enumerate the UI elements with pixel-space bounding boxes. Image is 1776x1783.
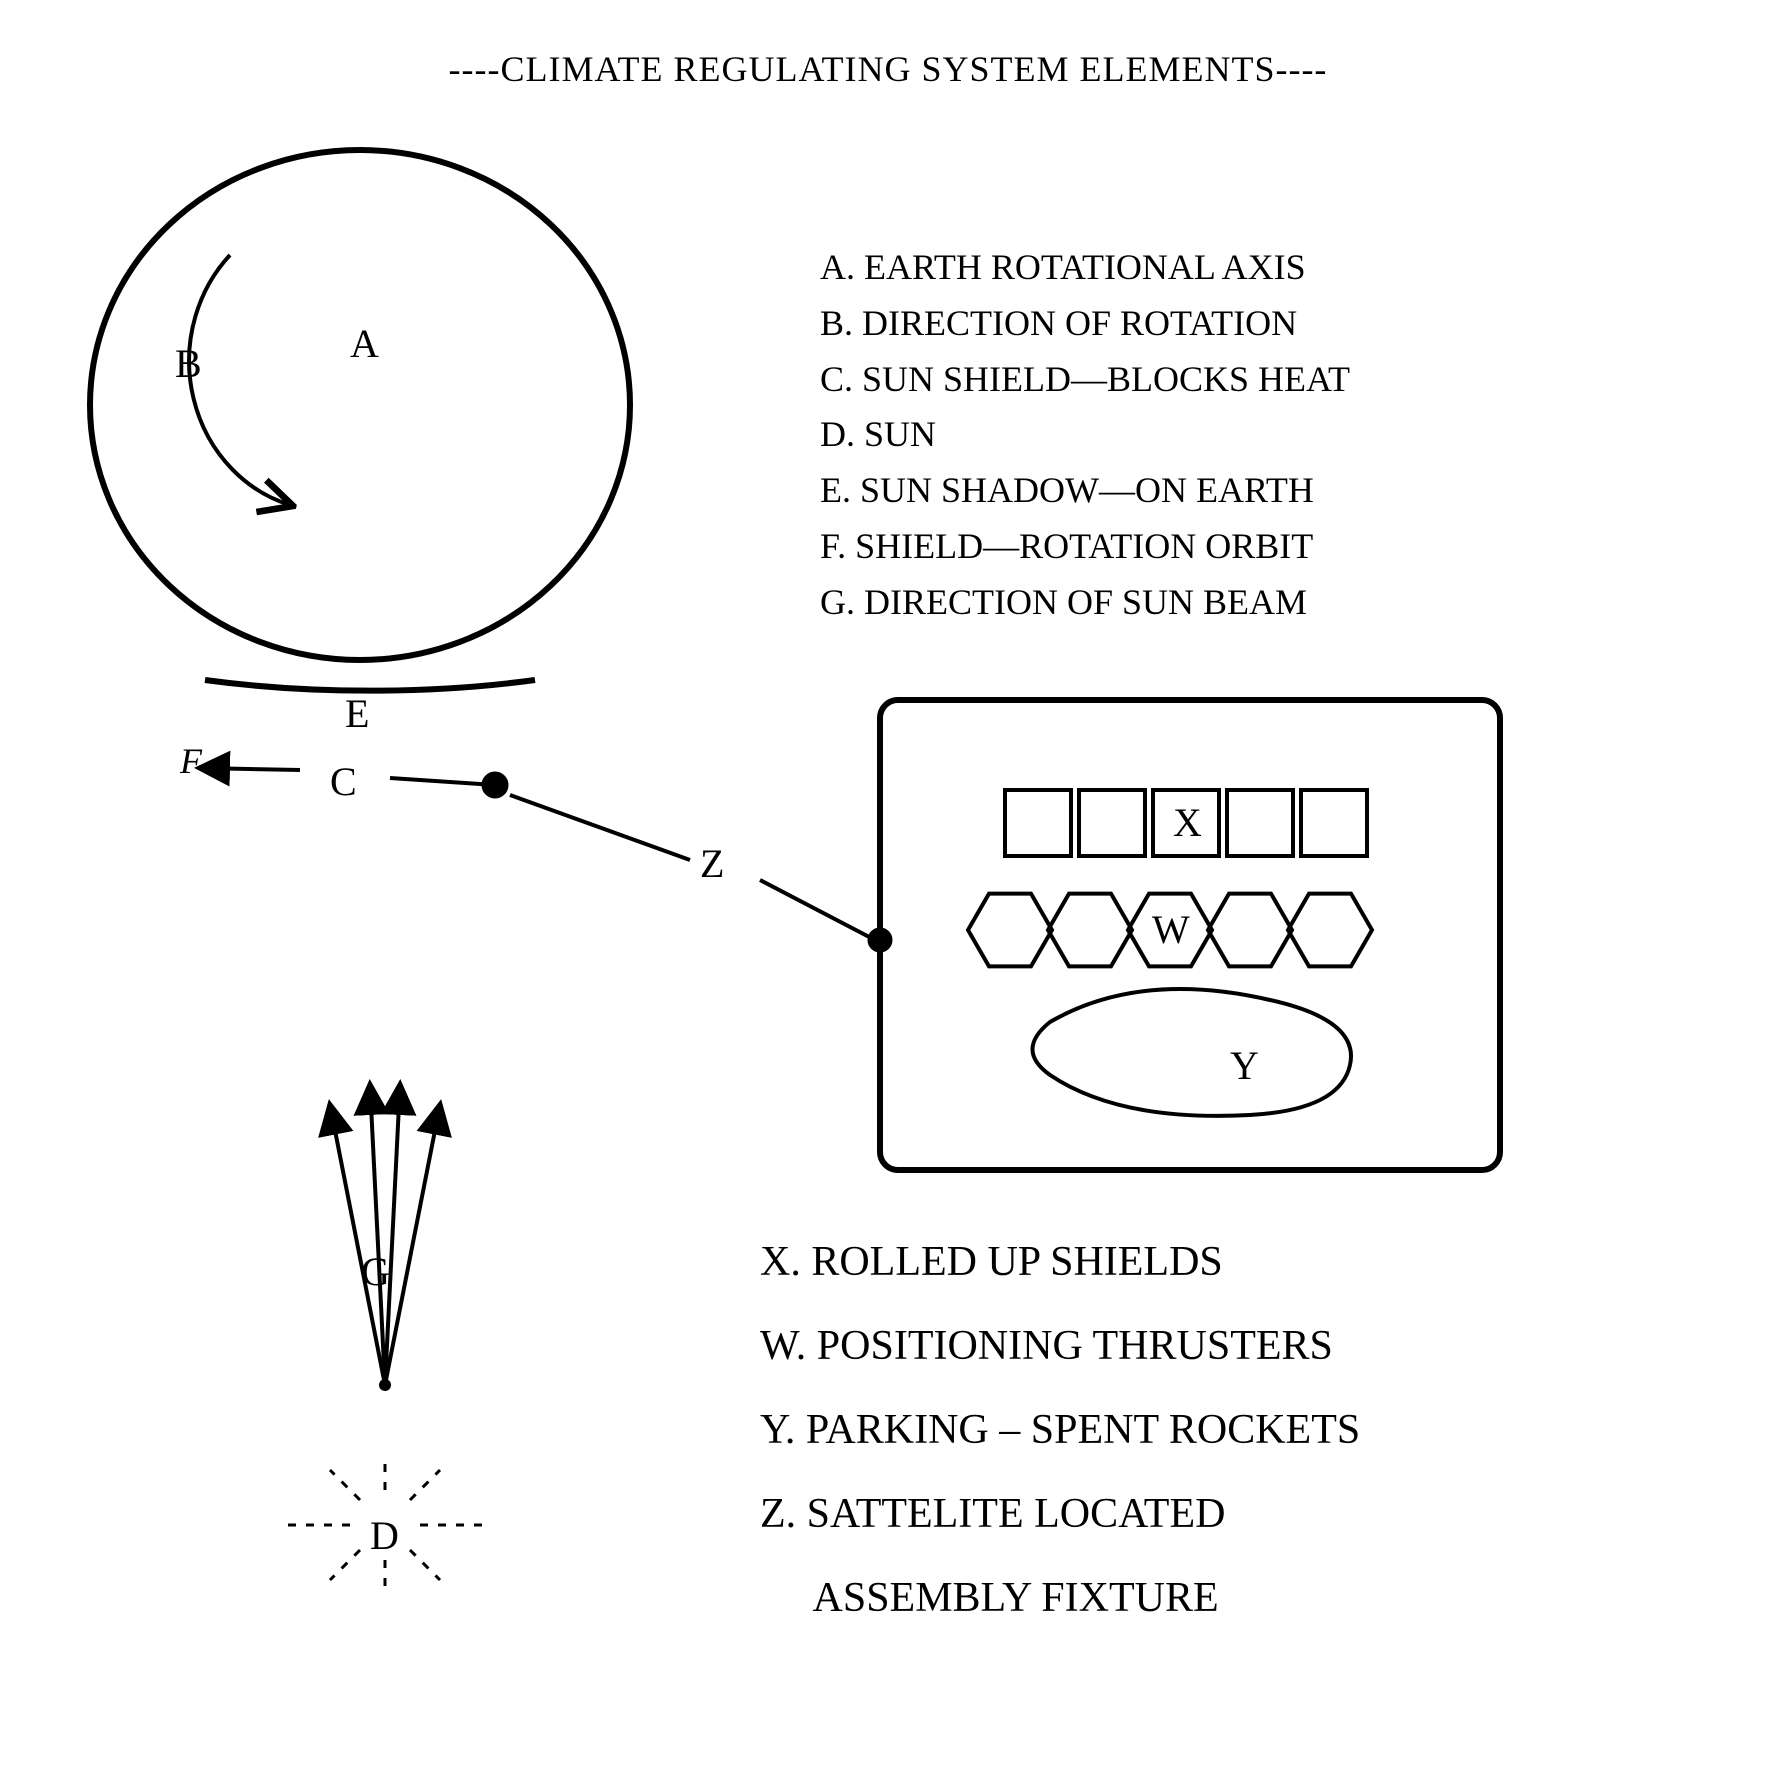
z-connector-1 [510,795,690,860]
shield-left-arrow-icon [200,768,300,770]
shield-right-line [390,778,495,785]
earth-group [90,150,630,660]
label-e: E [345,690,369,737]
label-g: G [361,1248,390,1295]
label-z: Z [700,840,724,887]
shield-node-icon [482,772,508,798]
label-b: B [175,340,202,387]
label-d: D [370,1512,399,1559]
shield-group [200,768,875,940]
label-f: F [180,740,202,782]
label-a: A [350,320,379,367]
label-y: Y [1230,1042,1259,1089]
label-c: C [330,758,357,805]
sunbeam-group [330,1085,440,1391]
label-w: W [1152,906,1190,953]
diagram-page: ----CLIMATE REGULATING SYSTEM ELEMENTS--… [0,0,1776,1783]
rotation-arrow-icon [189,255,290,505]
z-connector-2 [760,880,875,940]
shadow-arc [205,680,535,691]
parking-teardrop-icon [1033,989,1352,1116]
label-x: X [1173,799,1202,846]
detail-connector-node-icon [868,928,892,952]
diagram-svg [0,0,1776,1783]
earth-outline [90,150,630,660]
